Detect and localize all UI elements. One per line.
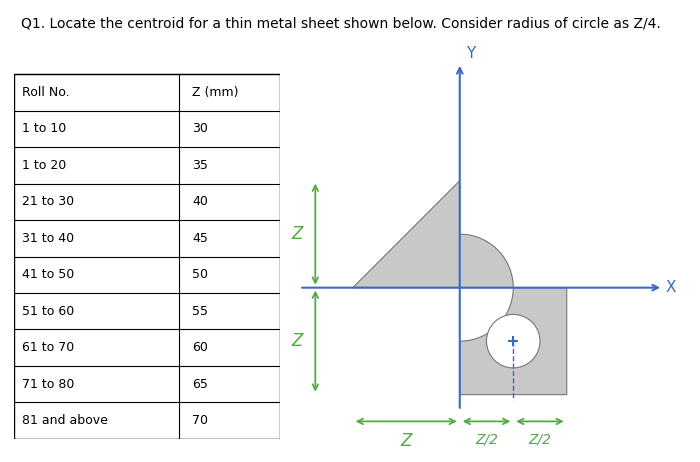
Text: Z (mm): Z (mm) [193,86,239,99]
Polygon shape [353,181,513,288]
Text: X: X [665,280,676,295]
Text: 50: 50 [193,268,208,281]
Polygon shape [460,288,567,395]
Text: 70: 70 [193,414,208,427]
Text: 60: 60 [193,341,208,354]
Text: 21 to 30: 21 to 30 [22,195,74,208]
Text: Roll No.: Roll No. [22,86,69,99]
Text: 45: 45 [193,232,208,245]
Circle shape [486,315,540,368]
Text: Z/2: Z/2 [475,432,498,446]
Text: Y: Y [466,46,475,61]
Text: 31 to 40: 31 to 40 [22,232,74,245]
Text: Z: Z [291,225,302,243]
Text: 65: 65 [193,377,208,391]
Text: 55: 55 [193,305,208,318]
Text: 1 to 10: 1 to 10 [22,122,66,135]
Text: 1 to 20: 1 to 20 [22,159,66,172]
Text: 40: 40 [193,195,208,208]
Text: Z/2: Z/2 [528,432,552,446]
Text: 41 to 50: 41 to 50 [22,268,74,281]
Text: 81 and above: 81 and above [22,414,108,427]
Text: Z: Z [291,332,302,350]
Text: 51 to 60: 51 to 60 [22,305,74,318]
Text: 30: 30 [193,122,208,135]
Text: Z: Z [400,432,412,450]
Text: 61 to 70: 61 to 70 [22,341,74,354]
Text: 35: 35 [193,159,208,172]
Text: Q1. Locate the centroid for a thin metal sheet shown below. Consider radius of c: Q1. Locate the centroid for a thin metal… [21,16,661,30]
Text: 71 to 80: 71 to 80 [22,377,74,391]
